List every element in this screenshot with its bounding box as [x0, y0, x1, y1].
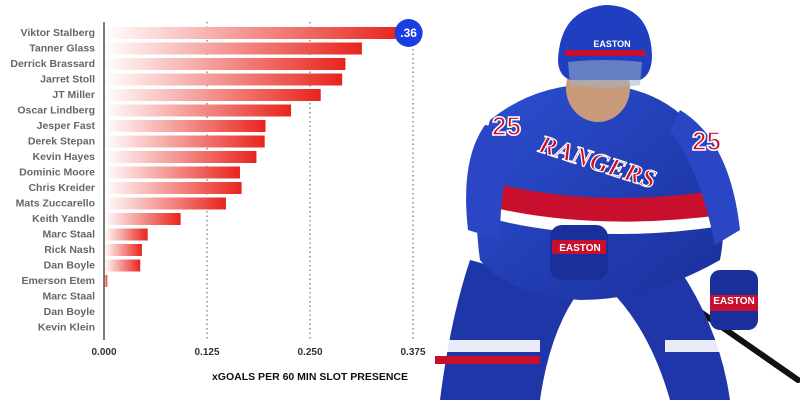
- category-label: Kevin Hayes: [33, 151, 96, 163]
- bars: [104, 27, 401, 287]
- category-label: Mats Zuccarello: [16, 198, 95, 210]
- category-label: Derrick Brassard: [10, 58, 95, 70]
- bar: [104, 198, 226, 210]
- bar: [104, 182, 242, 194]
- bar: [104, 260, 140, 272]
- bar: [104, 43, 362, 55]
- bar: [104, 213, 181, 225]
- svg-text:EASTON: EASTON: [559, 243, 601, 254]
- x-tick-label: 0.125: [194, 347, 219, 358]
- category-label: Jesper Fast: [37, 120, 96, 132]
- x-axis-title: xGOALS PER 60 MIN SLOT PRESENCE: [212, 371, 408, 383]
- bar: [104, 167, 240, 179]
- bar: [104, 27, 401, 39]
- hockey-player-photo: RANGERS 25 25 EASTON EASTON EASTON: [430, 0, 800, 400]
- category-label: Marc Staal: [42, 229, 95, 241]
- bar: [104, 244, 142, 256]
- category-label: Kevin Klein: [38, 322, 95, 334]
- category-label: Tanner Glass: [29, 43, 95, 55]
- category-label: Emerson Etem: [21, 275, 95, 287]
- category-label: Chris Kreider: [28, 182, 95, 194]
- svg-text:25: 25: [692, 126, 721, 156]
- bar: [104, 89, 321, 101]
- category-label: Dan Boyle: [44, 306, 96, 318]
- category-label: Rick Nash: [44, 244, 95, 256]
- bar: [104, 105, 291, 117]
- svg-text:EASTON: EASTON: [593, 39, 630, 49]
- category-label: Keith Yandle: [32, 213, 95, 225]
- bar: [104, 74, 342, 86]
- x-tick-label: 0.000: [91, 347, 116, 358]
- svg-text:EASTON: EASTON: [713, 296, 755, 307]
- category-label: JT Miller: [52, 89, 95, 101]
- bar: [104, 151, 256, 163]
- highlight-badge: .36: [395, 19, 423, 47]
- bar: [104, 229, 148, 241]
- category-label: Derek Stepan: [28, 136, 95, 148]
- bar-chart: Viktor Stalberg Tanner Glass Derrick Brass…: [0, 0, 430, 400]
- svg-text:25: 25: [492, 111, 521, 141]
- highlight-badge-label: .36: [400, 26, 417, 40]
- x-tick-label: 0.250: [297, 347, 322, 358]
- category-label: Dominic Moore: [19, 167, 95, 179]
- category-label: Oscar Lindberg: [17, 105, 95, 117]
- bar: [104, 58, 345, 70]
- bar: [104, 120, 266, 132]
- category-label: Dan Boyle: [44, 260, 96, 272]
- bar: [104, 136, 265, 148]
- x-tick-label: 0.375: [400, 347, 425, 358]
- category-label: Marc Staal: [42, 291, 95, 303]
- category-labels: Viktor Stalberg Tanner Glass Derrick Brass…: [10, 27, 95, 334]
- category-label: Viktor Stalberg: [21, 27, 96, 39]
- category-label: Jarret Stoll: [40, 74, 95, 86]
